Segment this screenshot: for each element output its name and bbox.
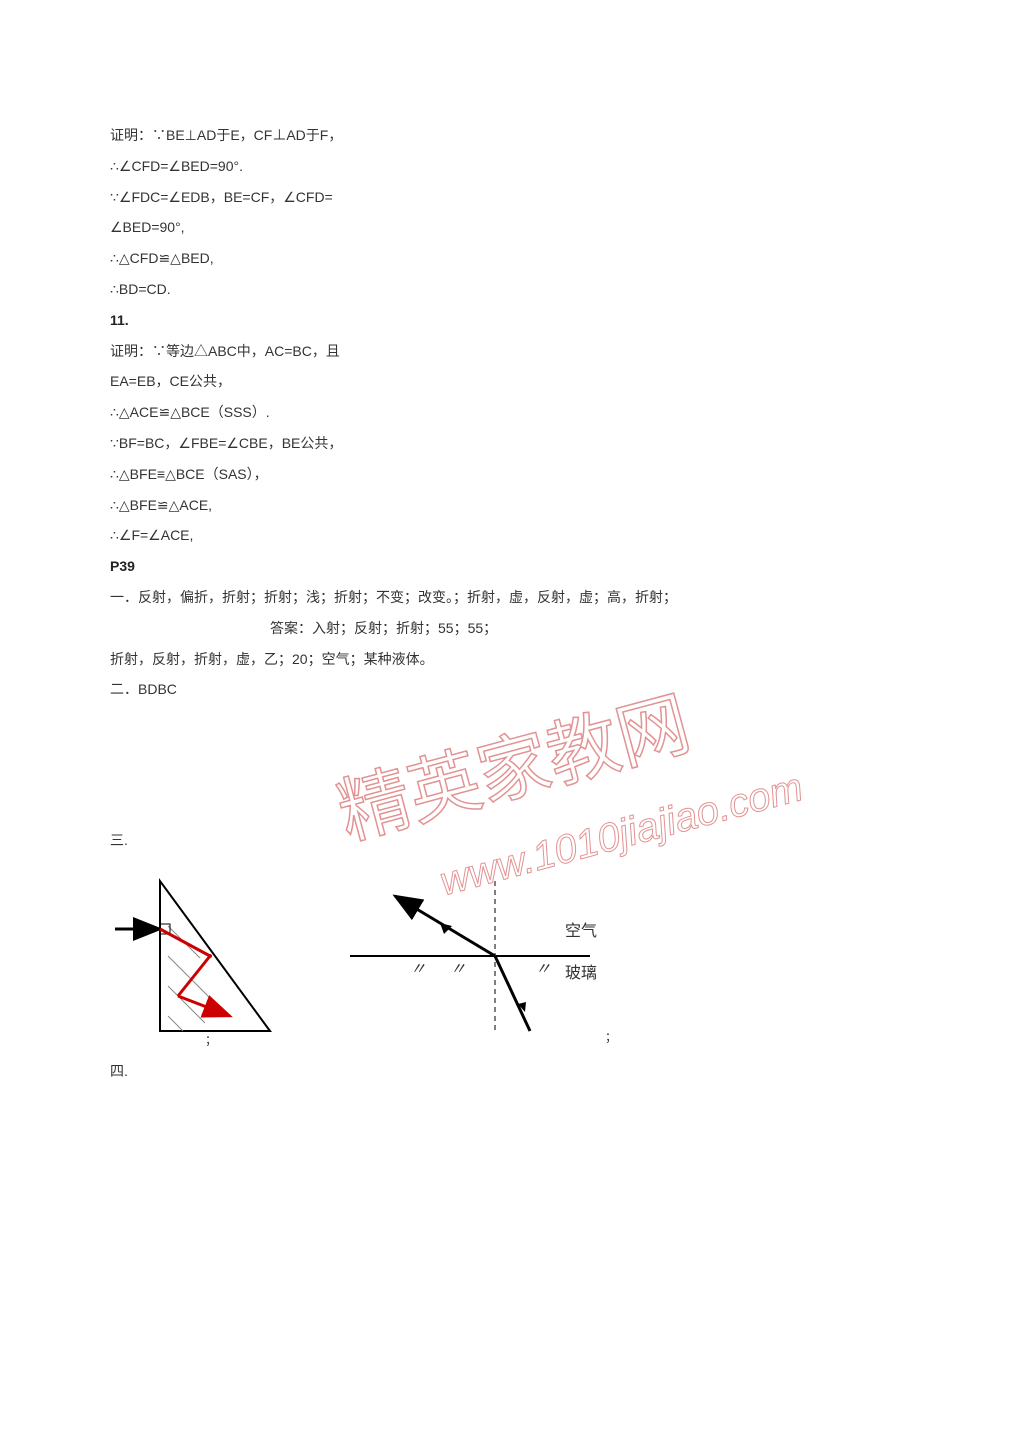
- sec11-line5: ∴△BFE≡△BCE（SAS），: [110, 459, 914, 490]
- sec11-line1: 证明：∵等边△ABC中，AC=BC，且: [110, 336, 914, 367]
- diagram-prism: ；: [110, 866, 280, 1046]
- sec11-line2: EA=EB，CE公共，: [110, 366, 914, 397]
- sec11-line4: ∵BF=BC，∠FBE=∠CBE，BE公共，: [110, 428, 914, 459]
- diagram-refraction: 空气 玻璃 〃 〃 〃 ；: [340, 866, 640, 1046]
- proof10-line5: ∴△CFD≌△BED,: [110, 243, 914, 274]
- p39-sec3: 三.: [110, 825, 914, 856]
- sec11-line3: ∴△ACE≌△BCE（SSS）.: [110, 397, 914, 428]
- proof10-line1: 证明：∵BE⊥AD于E，CF⊥AD于F，: [110, 120, 914, 151]
- proof10-line4: ∠BED=90°,: [110, 212, 914, 243]
- label-air: 空气: [565, 922, 597, 940]
- p39-sec4: 四.: [110, 1056, 914, 1087]
- p39-line2: 折射，反射，折射，虚，乙；20；空气；某种液体。: [110, 644, 914, 675]
- proof10-line3: ∵∠FDC=∠EDB，BE=CF，∠CFD=: [110, 182, 914, 213]
- p39-sec2: 二．BDBC: [110, 674, 914, 705]
- proof10-line2: ∴∠CFD=∠BED=90°.: [110, 151, 914, 182]
- label-glass: 玻璃: [565, 964, 597, 982]
- svg-text:〃: 〃: [410, 961, 426, 978]
- p39-ansmid: 答案：入射；反射；折射；55；55；: [110, 613, 914, 644]
- proof10-line6: ∴BD=CD.: [110, 274, 914, 305]
- svg-text:〃: 〃: [450, 961, 466, 978]
- sec11-line6: ∴△BFE≌△ACE,: [110, 490, 914, 521]
- p39-line1: 一．反射，偏折，折射；折射；浅；折射；不变；改变。；折射，虚，反射，虚；高，折射…: [110, 582, 914, 613]
- svg-text:；: ；: [605, 1030, 617, 1044]
- heading-p39: P39: [110, 551, 914, 582]
- diagram-row: ； 空气 玻璃: [110, 866, 914, 1046]
- svg-text:；: ；: [205, 1033, 217, 1046]
- sec11-line7: ∴∠F=∠ACE,: [110, 520, 914, 551]
- svg-text:〃: 〃: [535, 961, 551, 978]
- heading-11: 11.: [110, 305, 914, 336]
